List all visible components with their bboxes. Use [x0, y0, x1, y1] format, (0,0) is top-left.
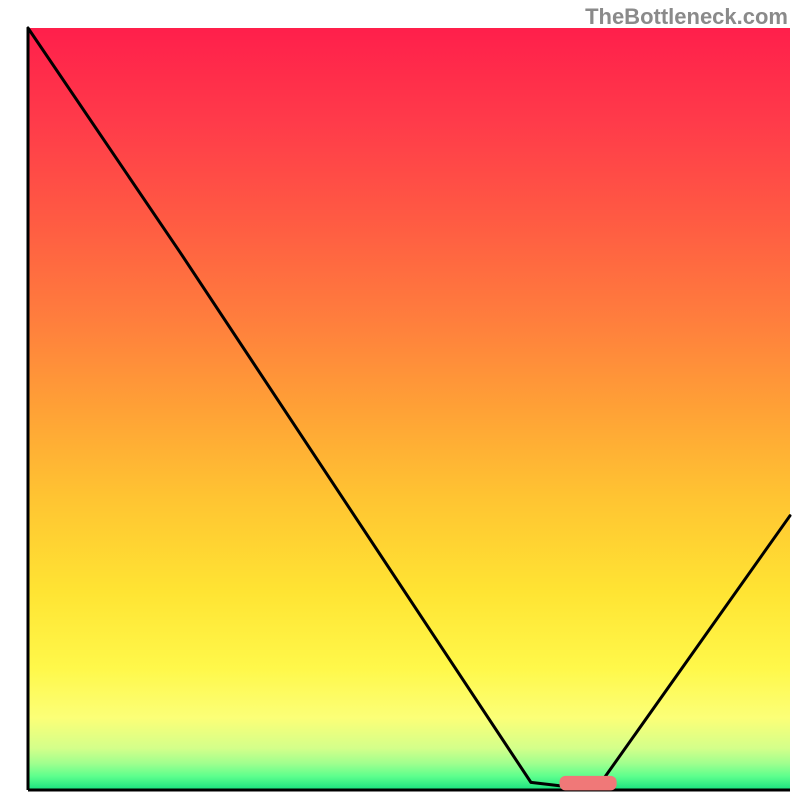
optimal-range-marker	[559, 776, 616, 790]
bottleneck-curve-chart: TheBottleneck.com	[0, 0, 800, 800]
chart-svg	[0, 0, 800, 800]
watermark-text: TheBottleneck.com	[585, 4, 788, 30]
